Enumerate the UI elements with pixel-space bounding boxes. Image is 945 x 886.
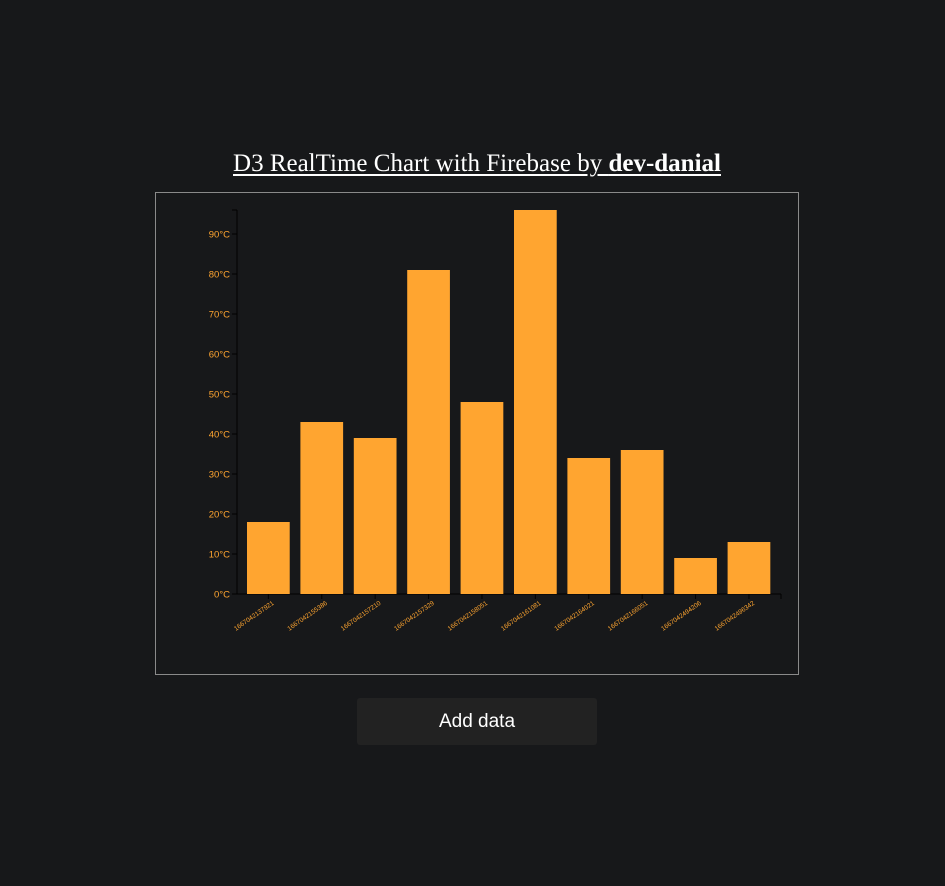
bars-group xyxy=(247,210,771,594)
y-tick-label: 70°C xyxy=(209,310,230,321)
x-tick-label: 1667042494206 xyxy=(660,600,703,633)
x-tick-label: 1667042137921 xyxy=(233,600,276,633)
bar xyxy=(407,270,450,594)
bar xyxy=(353,438,397,594)
title-author: dev-danial xyxy=(608,150,721,177)
title-prefix: D3 RealTime Chart with Firebase by xyxy=(233,150,609,177)
x-tick-label: 1667042155386 xyxy=(286,600,329,633)
bar xyxy=(567,458,611,594)
y-tick-label: 80°C xyxy=(209,270,230,281)
x-tick-label: 1667042158051 xyxy=(447,600,490,633)
bar xyxy=(674,558,717,594)
bar-chart: 0°C10°C20°C30°C40°C50°C60°C70°C80°C90°C … xyxy=(209,209,782,633)
x-axis: 1667042137921 1667042155386 1667042157210 1… xyxy=(233,593,782,633)
bar xyxy=(460,402,504,594)
y-tick-label: 30°C xyxy=(209,470,230,481)
y-tick-label: 50°C xyxy=(209,390,230,401)
bar xyxy=(514,210,557,594)
x-tick-label: 1667042164021 xyxy=(553,600,596,633)
y-tick-label: 90°C xyxy=(209,230,230,241)
page-title: D3 RealTime Chart with Firebase by dev-d… xyxy=(0,148,945,180)
y-tick-label: 10°C xyxy=(209,550,230,561)
chart-frame: 0°C 10°C 20°C 30°C 40°C 50°C 60°C 70°C 80°C 90°C … xyxy=(155,192,799,675)
x-tick-label: 1667042496342 xyxy=(714,600,757,633)
bar xyxy=(727,542,771,594)
y-tick-label: 60°C xyxy=(209,350,230,361)
bar xyxy=(620,450,664,594)
y-tick-label: 0°C xyxy=(214,590,230,601)
x-tick-label: 1667042157329 xyxy=(393,600,436,633)
bar xyxy=(247,522,290,594)
y-axis: 0°C 10°C 20°C 30°C 40°C 50°C 60°C 70°C 80°C 90°C xyxy=(209,209,238,601)
x-tick-label: 1667042166051 xyxy=(607,600,650,633)
x-tick-label: 1667042161081 xyxy=(500,600,543,633)
y-tick-label: 20°C xyxy=(209,510,230,521)
add-data-button[interactable]: Add data xyxy=(357,698,597,745)
bar xyxy=(300,422,344,594)
y-tick-label: 40°C xyxy=(209,430,230,441)
x-tick-label: 1667042157210 xyxy=(340,600,383,633)
